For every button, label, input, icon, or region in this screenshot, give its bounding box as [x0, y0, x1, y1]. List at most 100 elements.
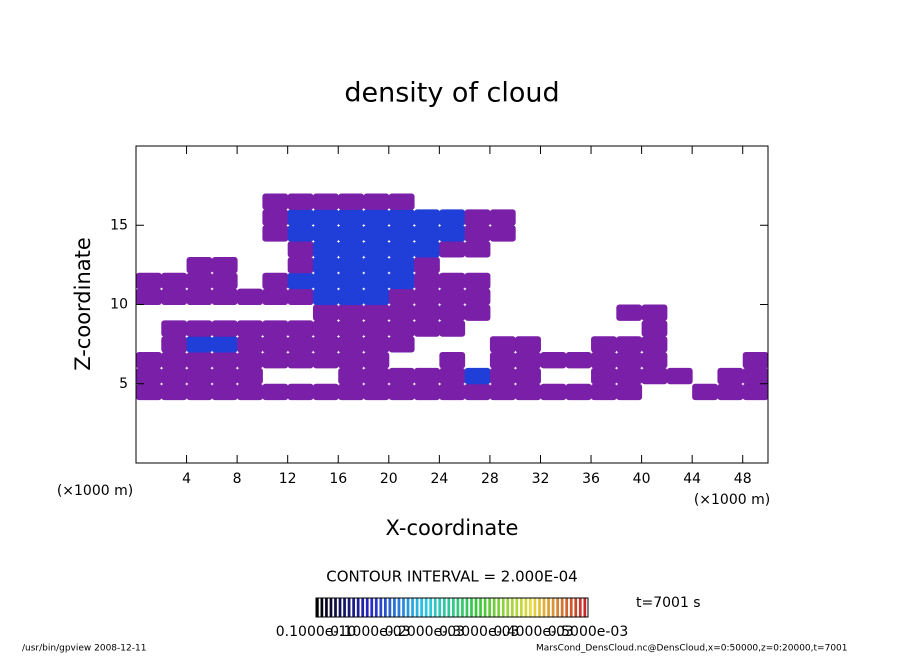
- x-tick-label: 12: [279, 471, 297, 487]
- contour-cell: [312, 352, 339, 369]
- contour-cell: [287, 320, 314, 337]
- contour-cell: [186, 352, 213, 369]
- colorbar-stripe: [343, 598, 346, 617]
- contour-cell: [388, 272, 415, 290]
- colorbar-stripe: [497, 598, 501, 617]
- contour-cell: [262, 336, 289, 353]
- contour-cell: [186, 320, 213, 337]
- colorbar-stripe: [560, 598, 564, 617]
- contour-cell: [211, 320, 238, 337]
- x-tick-label: 32: [532, 471, 550, 487]
- colorbar-stripe: [397, 598, 401, 617]
- colorbar-stripe: [515, 598, 519, 617]
- contour-cell: [211, 288, 238, 305]
- colorbar-stripe: [316, 598, 319, 617]
- contour-cell: [616, 336, 643, 353]
- contour-cell: [742, 352, 769, 369]
- colorbar-stripe: [334, 598, 337, 617]
- contour-cell: [515, 352, 541, 369]
- contour-cell: [388, 288, 415, 305]
- contour-cell: [388, 209, 415, 226]
- colorbar-label: 0.1000e-03: [330, 624, 410, 640]
- colorbar-stripe: [456, 598, 460, 617]
- x-tick-label: 4: [182, 471, 191, 487]
- contour-cell: [414, 288, 440, 305]
- x-tick-label: 40: [633, 471, 651, 487]
- contour-cell: [186, 288, 213, 305]
- contour-cell: [414, 241, 440, 258]
- contour-cell: [237, 352, 263, 369]
- contour-cell: [363, 225, 390, 242]
- colorbar-stripe: [433, 598, 437, 617]
- contour-cell: [237, 336, 263, 353]
- contour-cell: [591, 352, 617, 369]
- contour-cell: [287, 256, 314, 274]
- contour-cell: [641, 352, 668, 369]
- contour-cell: [363, 336, 390, 353]
- colorbar-stripe: [415, 598, 419, 617]
- contour-cell: [287, 288, 314, 305]
- colorbar-stripe: [474, 598, 478, 617]
- contour-cell: [312, 241, 339, 258]
- contour-cell: [312, 288, 339, 305]
- contour-cell: [237, 367, 263, 385]
- contour-cell: [464, 272, 491, 290]
- colorbar-stripe: [488, 598, 491, 617]
- contour-cell: [439, 304, 466, 321]
- contour-cell: [338, 352, 365, 369]
- colorbar-stripe: [569, 598, 573, 617]
- contour-cell: [363, 352, 390, 369]
- colorbar-stripe: [442, 598, 446, 617]
- contour-cell: [616, 352, 643, 369]
- colorbar-stripe: [347, 598, 351, 617]
- colorbar-stripe: [583, 598, 587, 617]
- colorbar-frame: [315, 597, 589, 618]
- contour-cell: [717, 367, 744, 385]
- contour-cell: [388, 383, 415, 401]
- contour-cell: [211, 352, 238, 369]
- contour-cell: [641, 304, 668, 321]
- y-unit: (×1000 m): [57, 483, 133, 499]
- contour-cell: [186, 256, 213, 274]
- x-unit: (×1000 m): [694, 492, 770, 508]
- contour-cell: [363, 209, 390, 226]
- x-tick-label: 48: [734, 471, 752, 487]
- contour-cell: [312, 383, 339, 401]
- contour-cell: [489, 367, 516, 385]
- contour-cell: [489, 225, 516, 242]
- contour-cell: [211, 367, 238, 385]
- contour-cell: [439, 352, 466, 369]
- contour-cell: [641, 320, 668, 337]
- contour-cell: [312, 209, 339, 226]
- contour-cell: [312, 256, 339, 274]
- y-axis-label: Z-coordinate: [71, 237, 95, 371]
- y-tick-label: 10: [110, 297, 128, 313]
- colorbar-stripe: [424, 598, 428, 617]
- contour-cell: [136, 367, 162, 385]
- contour-cell: [464, 241, 491, 258]
- colorbar-stripe: [420, 598, 423, 617]
- x-tick-label: 16: [329, 471, 347, 487]
- contour-cell: [565, 352, 592, 369]
- contour-cell: [414, 320, 440, 337]
- x-tick-label: 20: [380, 471, 398, 487]
- colorbar-stripe: [470, 598, 473, 617]
- footer-left: /usr/bin/gpview 2008-12-11: [22, 644, 146, 654]
- x-tick-label: 44: [683, 471, 701, 487]
- contour-cell: [136, 352, 162, 369]
- contour-cell: [338, 304, 365, 321]
- colorbar-stripe: [379, 598, 383, 617]
- contour-cell: [338, 209, 365, 226]
- contour-cell: [211, 383, 238, 401]
- colorbar-stripe: [565, 598, 569, 617]
- contour-cell: [515, 336, 541, 353]
- contour-cell: [439, 288, 466, 305]
- contour-cell: [237, 383, 263, 401]
- colorbar-stripe: [452, 598, 455, 617]
- contour-cell: [414, 367, 440, 385]
- contour-cell: [287, 272, 314, 290]
- colorbar-label: 0.2000e-03: [385, 624, 465, 640]
- contour-cell: [414, 272, 440, 290]
- colorbar-stripe: [547, 598, 550, 617]
- contour-cell: [161, 352, 188, 369]
